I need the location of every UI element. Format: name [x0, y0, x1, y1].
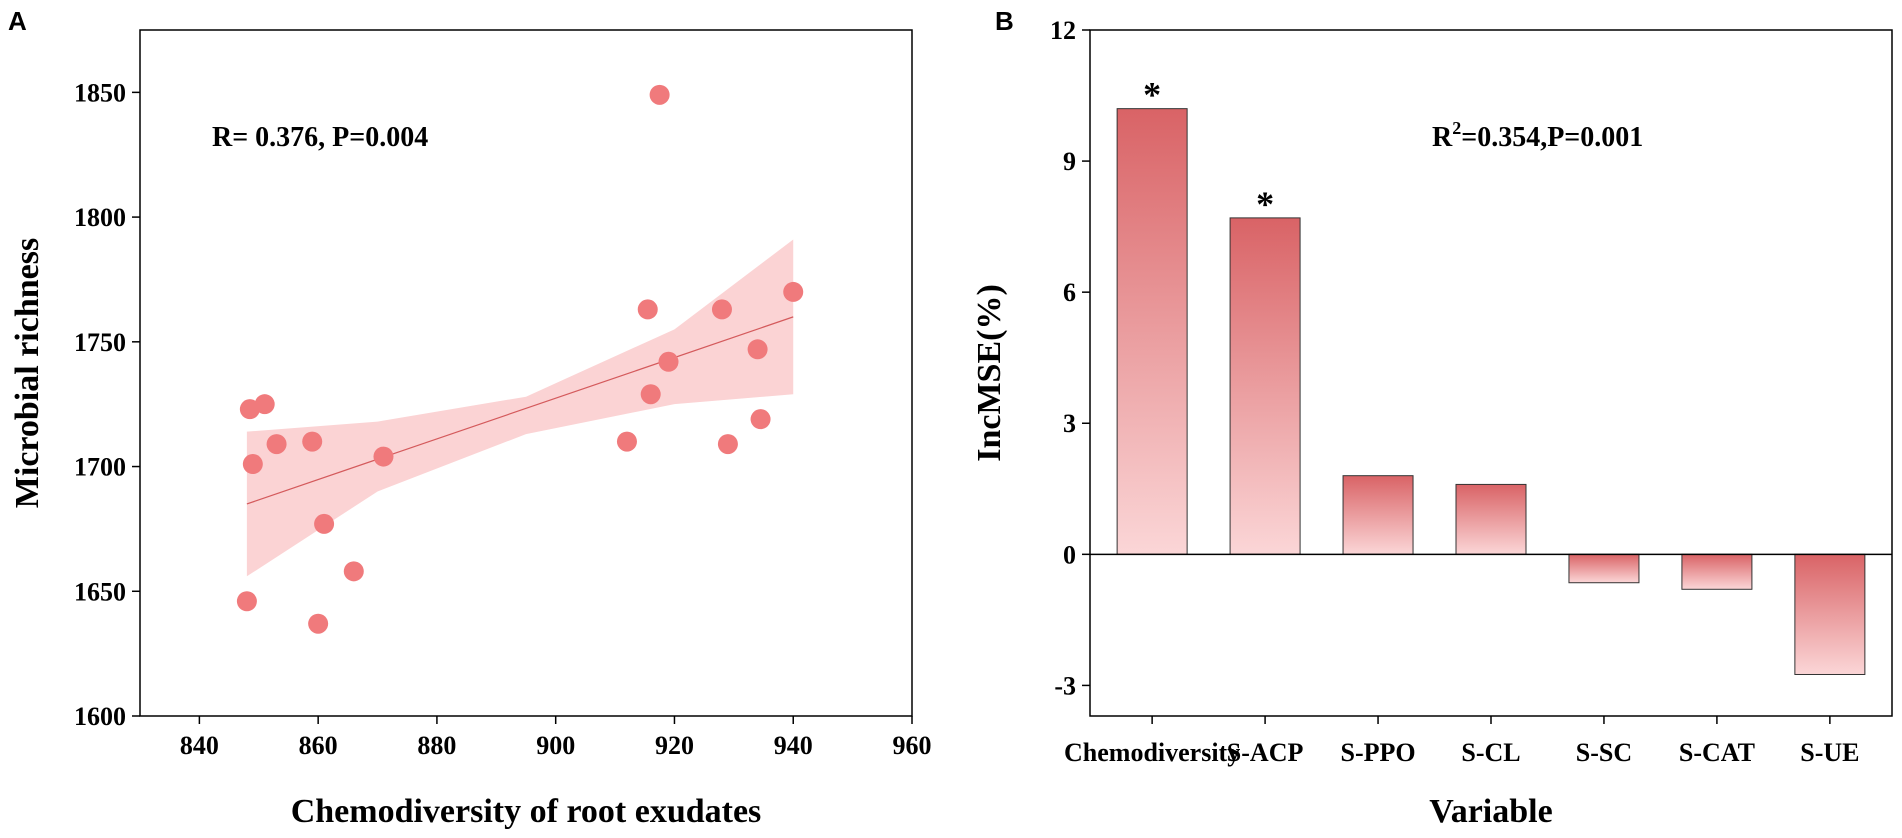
x-category-label: S-UE — [1800, 738, 1859, 767]
scatter-point — [254, 394, 275, 415]
scatter-annotation: R= 0.376, P=0.004 — [212, 122, 428, 153]
scatter-point — [266, 434, 287, 455]
y-tick-label: 1800 — [74, 203, 126, 232]
bar — [1681, 553, 1753, 590]
scatter-plot-frame — [139, 29, 913, 717]
x-category-label: S-CAT — [1679, 738, 1755, 767]
x-category-label: S-CL — [1461, 738, 1520, 767]
scatter-point — [616, 431, 637, 452]
x-tick-label: 880 — [417, 731, 456, 760]
scatter-y-axis-title: Microbial richness — [9, 238, 46, 508]
scatter-point — [308, 613, 329, 634]
scatter-point — [302, 431, 323, 452]
x-category-label: S-ACP — [1227, 738, 1304, 767]
significance-marker: * — [1143, 75, 1161, 115]
x-tick-label: 900 — [536, 731, 575, 760]
bar — [1229, 217, 1301, 555]
y-tick-label: 0 — [1063, 540, 1076, 569]
scatter-point — [747, 339, 768, 360]
bar — [1116, 108, 1188, 555]
bar-x-axis-title: Variable — [1429, 793, 1552, 830]
scatter-point — [649, 84, 670, 105]
x-category-label: S-PPO — [1340, 738, 1415, 767]
x-tick-label: 840 — [180, 731, 219, 760]
y-tick-label: 1600 — [74, 702, 126, 731]
y-tick-label: -3 — [1054, 671, 1076, 700]
x-category-label: Chemodiversity — [1064, 738, 1240, 767]
y-tick-label: 1650 — [74, 577, 126, 606]
y-tick-label: 1850 — [74, 78, 126, 107]
scatter-point — [242, 454, 263, 475]
scatter-point — [640, 384, 661, 405]
y-tick-label: 1750 — [74, 328, 126, 357]
scatter-point — [717, 434, 738, 455]
scatter-point — [236, 591, 257, 612]
significance-marker: * — [1256, 184, 1274, 224]
bar — [1342, 475, 1414, 555]
bar — [1794, 553, 1866, 675]
scatter-point — [750, 409, 771, 430]
scatter-point — [711, 299, 732, 320]
panel-label-b: B — [995, 6, 1014, 36]
bar — [1455, 483, 1527, 555]
bar-annotation: R2=0.354,P=0.001 — [1432, 118, 1643, 153]
scatter-point — [637, 299, 658, 320]
x-tick-label: 860 — [299, 731, 338, 760]
y-tick-label: 1700 — [74, 453, 126, 482]
x-tick-label: 960 — [893, 731, 932, 760]
scatter-point — [314, 513, 335, 534]
bar-y-axis-title: IncMSE(%) — [971, 284, 1008, 462]
confidence-band — [246, 239, 794, 577]
scatter-point — [343, 561, 364, 582]
y-tick-label: 9 — [1063, 147, 1076, 176]
regression-line — [246, 316, 794, 505]
scatter-point — [373, 446, 394, 467]
scatter-point — [783, 281, 804, 302]
scatter-x-axis-title: Chemodiversity of root exudates — [291, 793, 762, 830]
y-tick-label: 12 — [1050, 16, 1076, 45]
bar — [1568, 553, 1640, 584]
scatter-panel: 840 860 880 900 920 940 960 1600 1650 1700 1750 180… — [9, 29, 932, 830]
panel-label-a: A — [8, 6, 27, 36]
y-tick-label: 3 — [1063, 409, 1076, 438]
x-tick-label: 920 — [655, 731, 694, 760]
x-tick-label: 940 — [774, 731, 813, 760]
y-tick-label: 6 — [1063, 278, 1076, 307]
scatter-point — [658, 351, 679, 372]
x-category-label: S-SC — [1576, 738, 1632, 767]
